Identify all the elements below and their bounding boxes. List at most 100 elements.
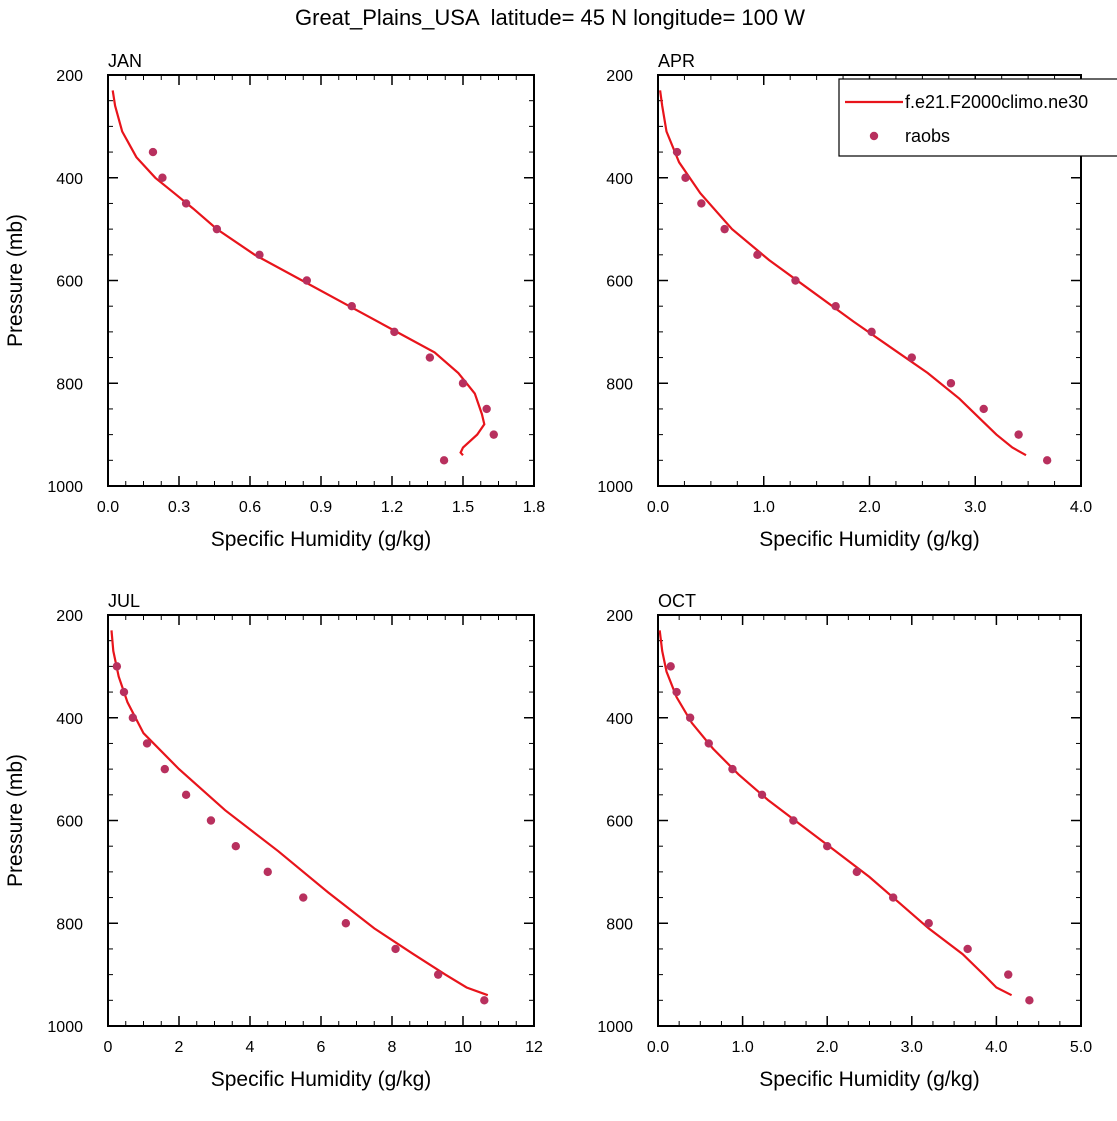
x-tick-label: 1.0 [753, 499, 775, 516]
raobs-point [697, 199, 706, 208]
y-tick-label: 1000 [597, 479, 633, 496]
y-tick-label: 800 [56, 916, 83, 933]
y-tick-label: 400 [56, 711, 83, 728]
raobs-point [672, 147, 682, 157]
raobs-point [831, 301, 840, 311]
x-tick-label: 5.0 [1070, 1039, 1092, 1056]
raobs-point [728, 764, 737, 774]
x-tick-label: 3.0 [901, 1039, 923, 1056]
x-tick-label: 4.0 [1070, 499, 1092, 516]
raobs-point [823, 841, 832, 851]
y-tick-label: 400 [56, 171, 83, 188]
data-layer [110, 630, 489, 1005]
raobs-point [791, 276, 800, 285]
raobs-point [148, 147, 158, 157]
raobs-point [720, 224, 729, 234]
x-axis-label: Specific Humidity (g/kg) [211, 528, 432, 551]
raobs-point [672, 687, 681, 697]
y-axis-label: Pressure (mb) [4, 754, 27, 887]
raobs-point [681, 173, 690, 182]
raobs-point [789, 816, 798, 825]
x-tick-label: 8 [388, 1039, 397, 1056]
raobs-point [181, 199, 191, 208]
figure-title: Great_Plains_USA latitude= 45 N longitud… [295, 5, 805, 30]
y-tick-label: 600 [56, 814, 83, 831]
panel-title: JAN [108, 51, 142, 71]
x-tick-label: 2.0 [816, 1039, 838, 1056]
raobs-point [112, 662, 122, 671]
raobs-point [341, 919, 351, 928]
panel-jul: JUL 0 2 4 6 8 10 12 200 400 600 800 1000 Specific Hum… [4, 591, 543, 1091]
x-tick-label: 0.6 [239, 499, 261, 516]
raobs-point [181, 790, 191, 800]
raobs-point [206, 816, 216, 825]
x-tick-label: 10 [454, 1039, 472, 1056]
legend-label: raobs [905, 126, 950, 146]
x-tick-label: 1.0 [731, 1039, 753, 1056]
x-tick-label: 2.0 [858, 499, 880, 516]
legend-marker-swatch [869, 131, 879, 141]
x-tick-label: 1.2 [381, 499, 403, 516]
panel-title: JUL [108, 591, 140, 611]
y-tick-label: 200 [606, 608, 633, 625]
plot-frame [107, 74, 535, 487]
raobs-point [299, 893, 308, 902]
data-layer [659, 90, 1052, 465]
panel-oct: OCT 0.0 1.0 2.0 3.0 4.0 5.0 200 400 600 800 1000 Spe… [597, 591, 1092, 1091]
raobs-point [489, 430, 498, 439]
y-tick-label: 200 [56, 68, 83, 85]
raobs-point [160, 764, 169, 774]
model-series-line [111, 90, 486, 456]
raobs-point [1014, 430, 1023, 439]
raobs-point [482, 404, 491, 414]
raobs-point [231, 841, 240, 851]
x-tick-label: 0.3 [168, 499, 190, 516]
raobs-point [946, 379, 956, 388]
raobs-point [119, 687, 129, 697]
raobs-point [979, 404, 988, 414]
y-tick-label: 1000 [597, 1019, 633, 1036]
raobs-point [907, 353, 916, 362]
raobs-point [458, 379, 468, 388]
y-tick-label: 200 [606, 68, 633, 85]
x-tick-label: 4 [246, 1039, 255, 1056]
y-tick-label: 1000 [47, 479, 83, 496]
x-tick-label: 0.0 [97, 499, 119, 516]
y-axis-label: Pressure (mb) [4, 214, 27, 347]
raobs-point [1025, 996, 1034, 1005]
raobs-point [963, 944, 972, 954]
x-tick-label: 0 [104, 1039, 113, 1056]
raobs-point [685, 713, 695, 722]
x-tick-label: 0.0 [647, 1039, 669, 1056]
raobs-point [433, 970, 443, 979]
data-layer [658, 630, 1034, 1005]
raobs-point [255, 250, 264, 260]
plot-frame [107, 614, 535, 1027]
raobs-point [390, 327, 399, 337]
plot-frame [657, 614, 1082, 1027]
raobs-point [753, 250, 762, 260]
raobs-point [852, 867, 862, 877]
x-tick-label: 12 [525, 1039, 543, 1056]
raobs-point [439, 456, 449, 465]
panel-title: OCT [658, 591, 696, 611]
raobs-point [704, 739, 713, 748]
raobs-point [347, 301, 356, 311]
x-axis-label: Specific Humidity (g/kg) [759, 1068, 980, 1091]
raobs-point [212, 224, 222, 234]
legend-box: f.e21.F2000climo.ne30 raobs [838, 78, 1117, 157]
y-tick-label: 600 [606, 274, 633, 291]
x-axis-label: Specific Humidity (g/kg) [759, 528, 980, 551]
x-tick-label: 0.0 [647, 499, 669, 516]
x-tick-label: 6 [317, 1039, 326, 1056]
raobs-point [888, 893, 898, 902]
legend-label: f.e21.F2000climo.ne30 [905, 92, 1088, 112]
y-tick-label: 600 [606, 814, 633, 831]
y-tick-label: 200 [56, 608, 83, 625]
raobs-point [480, 996, 489, 1005]
y-tick-label: 800 [56, 376, 83, 393]
x-tick-label: 1.8 [523, 499, 545, 516]
y-tick-label: 400 [606, 711, 633, 728]
raobs-point [128, 713, 138, 722]
